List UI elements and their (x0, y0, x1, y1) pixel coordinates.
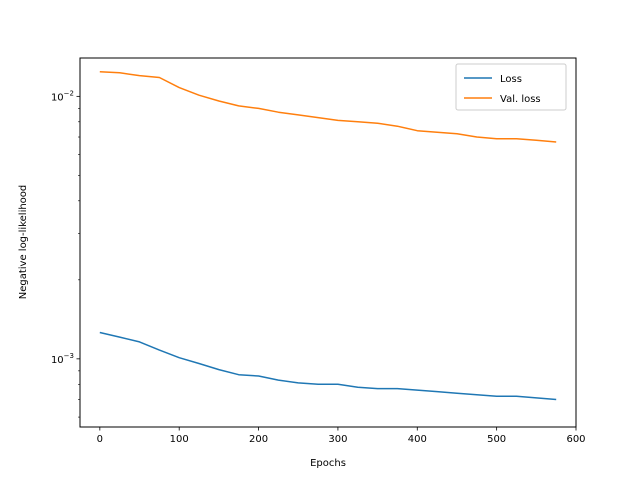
x-tick-label: 200 (249, 434, 268, 445)
series-line-1 (99, 71, 557, 143)
x-tick-label: 0 (97, 434, 103, 445)
legend-label: Val. loss (500, 94, 541, 105)
x-tick-label: 400 (408, 434, 427, 445)
x-axis: 0 100 200 300 400 500 600 (97, 427, 586, 445)
y-tick-label: 10−2 (51, 89, 74, 103)
legend: Loss Val. loss (455, 63, 567, 111)
y-tick-label: 10−3 (51, 352, 74, 366)
x-tick-label: 300 (328, 434, 347, 445)
x-tick-label: 600 (566, 434, 585, 445)
y-axis-label: Negative log-likelihood (18, 185, 29, 300)
x-tick-label: 500 (487, 434, 506, 445)
series-layer (99, 71, 557, 401)
series-line-0 (99, 331, 557, 401)
x-axis-label: Epochs (310, 458, 346, 469)
y-axis: 10−3 10−2 (51, 89, 80, 418)
x-tick-label: 100 (170, 434, 189, 445)
legend-label: Loss (500, 74, 522, 85)
axes-frame (79, 57, 577, 428)
